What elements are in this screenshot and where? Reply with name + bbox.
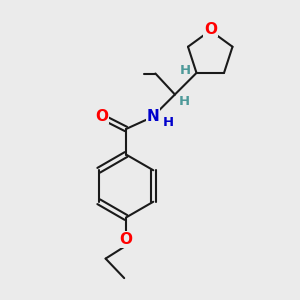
Text: O: O (95, 109, 109, 124)
Text: H: H (179, 64, 191, 77)
Text: H: H (179, 94, 190, 108)
Text: O: O (204, 22, 217, 37)
Text: N: N (147, 109, 160, 124)
Text: O: O (119, 232, 133, 247)
Text: H: H (162, 116, 174, 129)
